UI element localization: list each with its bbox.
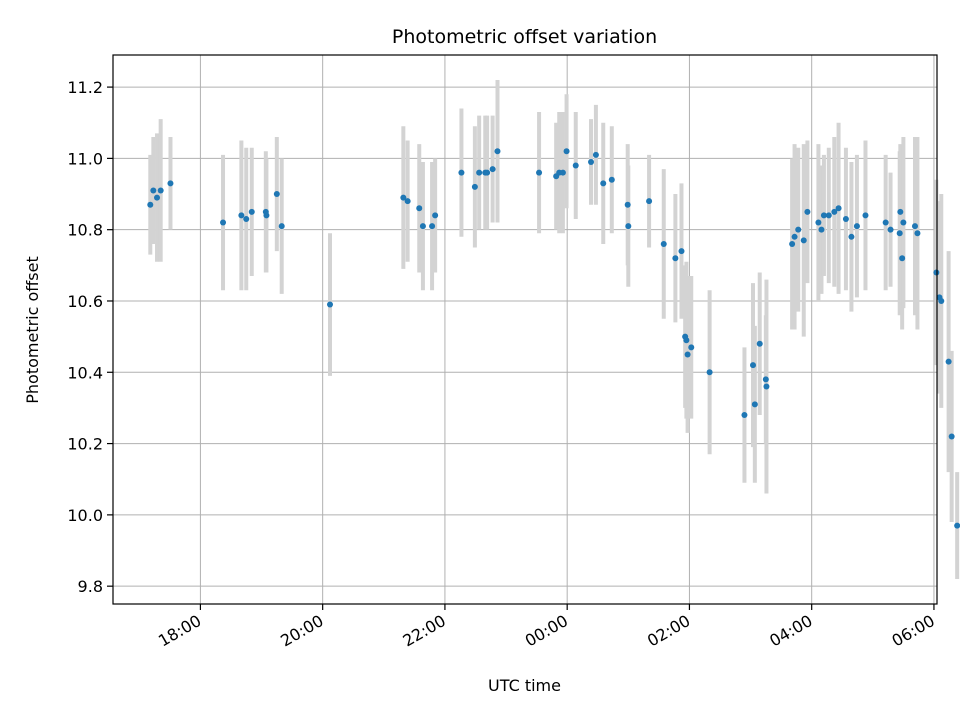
data-point [688, 344, 695, 351]
data-point [147, 201, 154, 208]
y-tick-label: 10.2 [67, 435, 103, 454]
y-tick-label: 10.0 [67, 506, 103, 525]
data-point [672, 255, 679, 262]
data-point [243, 215, 250, 222]
data-point [608, 176, 615, 183]
data-point [157, 187, 164, 194]
y-tick-label: 11.2 [67, 78, 103, 97]
data-point [273, 191, 280, 198]
data-point [791, 233, 798, 240]
data-point [220, 219, 227, 226]
data-point [825, 212, 832, 219]
data-point [835, 205, 842, 212]
y-tick-label: 10.6 [67, 292, 103, 311]
data-point [404, 198, 411, 205]
y-tick-label: 9.8 [78, 577, 103, 596]
data-point [484, 169, 491, 176]
data-point [815, 219, 822, 226]
data-point [625, 223, 632, 230]
data-point [678, 248, 685, 255]
data-point [458, 169, 465, 176]
data-point [800, 237, 807, 244]
data-point [238, 212, 245, 219]
data-point [948, 433, 955, 440]
data-point [684, 351, 691, 358]
data-point [900, 219, 907, 226]
y-tick-label: 10.8 [67, 221, 103, 240]
data-point [588, 158, 595, 165]
data-point [400, 194, 407, 201]
plot-area: 9.810.010.210.410.610.811.011.218:00 20:0… [67, 54, 960, 651]
data-point [563, 148, 570, 155]
data-point [862, 212, 869, 219]
data-point [624, 201, 631, 208]
data-point [476, 169, 483, 176]
data-point [646, 198, 653, 205]
data-point [263, 212, 270, 219]
data-point [882, 219, 889, 226]
data-point [572, 162, 579, 169]
data-point [327, 301, 334, 308]
data-point [842, 215, 849, 222]
data-point [416, 205, 423, 212]
data-point [660, 240, 667, 247]
y-tick-label: 11.0 [67, 149, 103, 168]
data-point [818, 226, 825, 233]
data-point [897, 208, 904, 215]
data-point [471, 183, 478, 190]
data-point [167, 180, 174, 187]
data-point [150, 187, 157, 194]
data-point [899, 255, 906, 262]
data-point [763, 383, 770, 390]
data-point [820, 212, 827, 219]
data-point [683, 337, 690, 344]
data-point [789, 240, 796, 247]
y-axis-label: Photometric offset [23, 256, 42, 404]
axes-frame [112, 54, 938, 605]
data-point [762, 376, 769, 383]
data-point [741, 412, 748, 419]
y-tick-label: 10.4 [67, 363, 103, 382]
data-point [592, 151, 599, 158]
data-point [154, 194, 161, 201]
data-point [853, 223, 860, 230]
data-point [432, 212, 439, 219]
data-point [848, 233, 855, 240]
data-point [896, 230, 903, 237]
data-point [954, 522, 960, 529]
data-point [706, 369, 713, 376]
data-point [278, 223, 285, 230]
data-point [756, 340, 763, 347]
data-point [600, 180, 607, 187]
data-point [429, 223, 436, 230]
data-point [938, 297, 945, 304]
data-point [750, 362, 757, 369]
data-point [831, 208, 838, 215]
data-point [887, 226, 894, 233]
data-point [914, 230, 921, 237]
data-point [494, 148, 501, 155]
chart-title: Photometric offset variation [392, 26, 657, 48]
x-axis-label: UTC time [488, 676, 561, 695]
data-point [559, 169, 566, 176]
data-point [489, 166, 496, 173]
data-point [804, 208, 811, 215]
data-point [795, 226, 802, 233]
data-point [945, 358, 952, 365]
data-point [911, 223, 918, 230]
data-point [419, 223, 426, 230]
data-point [751, 401, 758, 408]
data-point [933, 269, 940, 276]
data-point [536, 169, 543, 176]
data-point [248, 208, 255, 215]
